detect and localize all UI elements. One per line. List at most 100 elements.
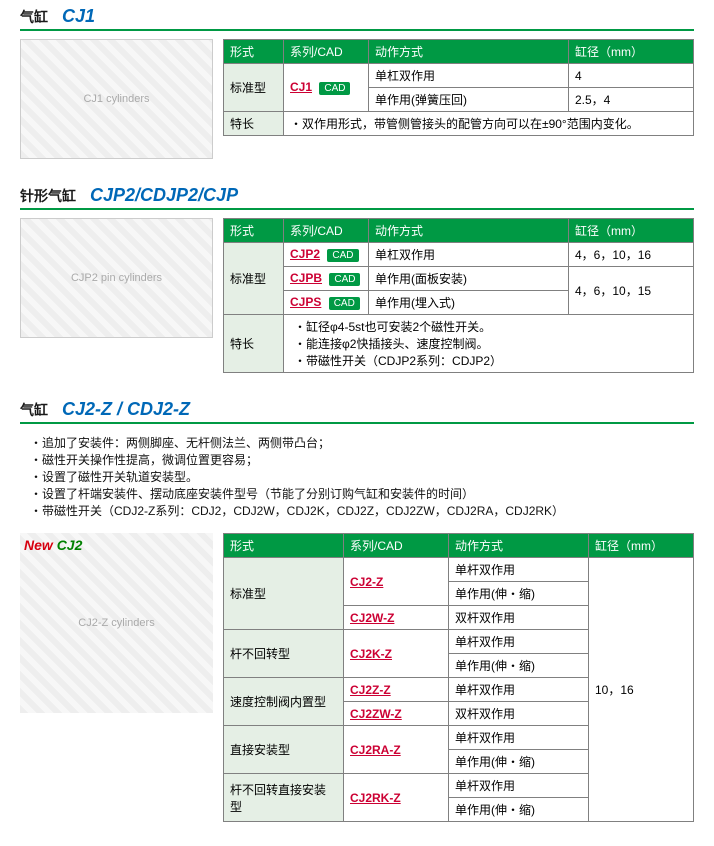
cell-form: 标准型 <box>224 64 284 112</box>
th-action: 动作方式 <box>449 534 589 558</box>
new-text: New <box>24 537 57 553</box>
series-link-cjps[interactable]: CJPS <box>290 295 321 309</box>
series-link[interactable]: CJ2W-Z <box>350 611 394 625</box>
cell-feature-label: 特长 <box>224 112 284 136</box>
series-link[interactable]: CJ2-Z <box>350 575 383 589</box>
title-row: 气缸 CJ1 <box>20 0 694 31</box>
cell-bore: 4，6，10，16 <box>569 243 694 267</box>
bullet-item: 磁性开关操作性提高，微调位置更容易； <box>30 451 684 468</box>
th-series: 系列/CAD <box>284 219 369 243</box>
image-placeholder: CJ2-Z cylinders <box>20 533 213 713</box>
th-bore: 缸径（mm） <box>569 219 694 243</box>
cell-action: 单作用(伸・缩) <box>449 654 589 678</box>
title-row: 气缸 CJ2-Z / CDJ2-Z <box>20 393 694 424</box>
feature-item: 缸径φ4-5st也可安装2个磁性开关。 <box>294 318 687 335</box>
th-series: 系列/CAD <box>284 40 369 64</box>
cell-bore: 4，6，10，15 <box>569 267 694 315</box>
bullet-item: 带磁性开关（CDJ2-Z系列：CDJ2，CDJ2W，CDJ2K，CDJ2Z，CD… <box>30 502 684 519</box>
cell-series: CJ2-Z <box>344 558 449 606</box>
bullet-item: 设置了磁性开关轨道安装型。 <box>30 468 684 485</box>
cell-form: 杆不回转直接安装型 <box>224 774 344 822</box>
cad-badge-icon[interactable]: CAD <box>329 273 360 286</box>
series-link-cjpb[interactable]: CJPB <box>290 271 322 285</box>
cell-series: CJ2W-Z <box>344 606 449 630</box>
th-form: 形式 <box>224 534 344 558</box>
series-link[interactable]: CJ2K-Z <box>350 647 392 661</box>
spec-table: 形式 系列/CAD 动作方式 缸径（mm） 标准型 CJ2-Z 单杆双作用 10… <box>223 533 694 822</box>
cad-badge-icon[interactable]: CAD <box>329 297 360 310</box>
cell-feature-label: 特长 <box>224 315 284 373</box>
th-bore: 缸径（mm） <box>589 534 694 558</box>
cell-action: 单杆双作用 <box>449 558 589 582</box>
cell-action: 单作用(面板安装) <box>369 267 569 291</box>
series-link[interactable]: CJ2RK-Z <box>350 791 401 805</box>
cell-series: CJ2Z-Z <box>344 678 449 702</box>
cell-bore: 10，16 <box>589 558 694 822</box>
feature-item: 能连接φ2快插接头、速度控制阀。 <box>294 335 687 352</box>
cell-action: 单作用(伸・缩) <box>449 750 589 774</box>
section-cjp2: 针形气缸 CJP2/CDJP2/CJP CJP2 pin cylinders 形… <box>0 179 714 373</box>
title-row: 针形气缸 CJP2/CDJP2/CJP <box>20 179 694 210</box>
cell-series: CJP2 CAD <box>284 243 369 267</box>
series-link[interactable]: CJ2RA-Z <box>350 743 401 757</box>
title-series: CJ2-Z / CDJ2-Z <box>62 399 190 420</box>
cell-action: 单杆双作用 <box>449 774 589 798</box>
cell-series: CJ2RK-Z <box>344 774 449 822</box>
section-cj1: 气缸 CJ1 CJ1 cylinders 形式 系列/CAD 动作方式 缸径（m… <box>0 0 714 159</box>
title-label: 气缸 <box>20 400 48 420</box>
cell-action: 单杆双作用 <box>449 678 589 702</box>
cell-action: 单杆双作用 <box>449 726 589 750</box>
cad-badge-icon[interactable]: CAD <box>319 82 350 95</box>
feature-item: 带磁性开关（CDJP2系列：CDJP2） <box>294 352 687 369</box>
th-action: 动作方式 <box>369 219 569 243</box>
cell-series: CJ2K-Z <box>344 630 449 678</box>
series-link[interactable]: CJ2Z-Z <box>350 683 391 697</box>
title-series: CJP2/CDJP2/CJP <box>90 185 238 206</box>
cell-action: 单作用(伸・缩) <box>449 798 589 822</box>
cell-action: 单杠双作用 <box>369 64 569 88</box>
cell-action: 单杠双作用 <box>369 243 569 267</box>
feature-bullets: 追加了安装件：两侧脚座、无杆侧法兰、两侧带凸台； 磁性开关操作性提高，微调位置更… <box>0 434 714 519</box>
cell-series: CJPS CAD <box>284 291 369 315</box>
feature-list: 缸径φ4-5st也可安装2个磁性开关。 能连接φ2快插接头、速度控制阀。 带磁性… <box>290 318 687 369</box>
series-link-cjp2[interactable]: CJP2 <box>290 247 320 261</box>
bullet-item: 追加了安装件：两侧脚座、无杆侧法兰、两侧带凸台； <box>30 434 684 451</box>
product-image: CJ2-Z cylinders New CJ2 <box>20 533 213 713</box>
product-image: CJP2 pin cylinders <box>20 218 213 338</box>
cell-bore: 2.5，4 <box>569 88 694 112</box>
cell-action: 双杆双作用 <box>449 606 589 630</box>
cell-action: 双杆双作用 <box>449 702 589 726</box>
th-form: 形式 <box>224 219 284 243</box>
cell-series: CJ1 CAD <box>284 64 369 112</box>
cell-bore: 4 <box>569 64 694 88</box>
section-cj2z: 气缸 CJ2-Z / CDJ2-Z 追加了安装件：两侧脚座、无杆侧法兰、两侧带凸… <box>0 393 714 822</box>
cell-action: 单作用(伸・缩) <box>449 582 589 606</box>
cell-feature-text: ・双作用形式，带管侧管接头的配管方向可以在±90°范围内变化。 <box>284 112 694 136</box>
cell-form: 直接安装型 <box>224 726 344 774</box>
cell-action: 单作用(弹簧压回) <box>369 88 569 112</box>
cell-feature-list: 缸径φ4-5st也可安装2个磁性开关。 能连接φ2快插接头、速度控制阀。 带磁性… <box>284 315 694 373</box>
th-series: 系列/CAD <box>344 534 449 558</box>
series-link-cj1[interactable]: CJ1 <box>290 80 312 94</box>
image-placeholder: CJ1 cylinders <box>21 40 212 158</box>
content-row: CJP2 pin cylinders 形式 系列/CAD 动作方式 缸径（mm）… <box>0 218 714 373</box>
cad-badge-icon[interactable]: CAD <box>327 249 358 262</box>
cell-action: 单杆双作用 <box>449 630 589 654</box>
content-row: CJ2-Z cylinders New CJ2 形式 系列/CAD 动作方式 缸… <box>0 533 714 822</box>
cell-series: CJ2RA-Z <box>344 726 449 774</box>
cell-series: CJPB CAD <box>284 267 369 291</box>
new-badge: New CJ2 <box>24 537 82 553</box>
cell-action: 单作用(埋入式) <box>369 291 569 315</box>
title-series: CJ1 <box>62 6 95 27</box>
cell-form: 速度控制阀内置型 <box>224 678 344 726</box>
series-link[interactable]: CJ2ZW-Z <box>350 707 402 721</box>
title-label: 气缸 <box>20 7 48 27</box>
cell-series: CJ2ZW-Z <box>344 702 449 726</box>
spec-table: 形式 系列/CAD 动作方式 缸径（mm） 标准型 CJP2 CAD 单杠双作用… <box>223 218 694 373</box>
th-bore: 缸径（mm） <box>569 40 694 64</box>
cell-form: 标准型 <box>224 243 284 315</box>
th-action: 动作方式 <box>369 40 569 64</box>
new-series: CJ2 <box>57 537 83 553</box>
title-label: 针形气缸 <box>20 186 76 206</box>
cell-form: 杆不回转型 <box>224 630 344 678</box>
